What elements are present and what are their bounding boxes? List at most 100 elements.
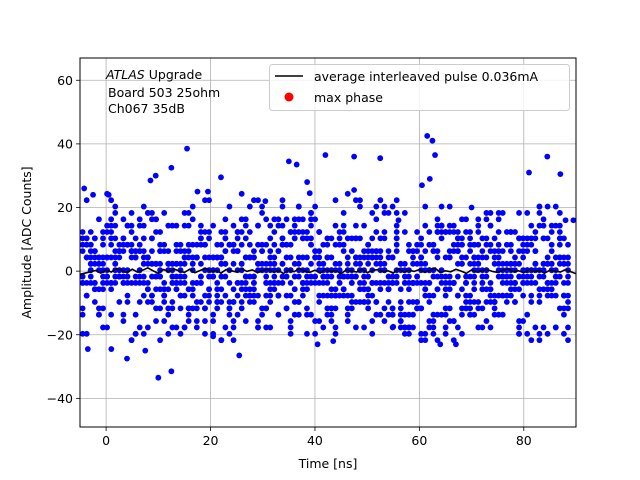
- scatter-point: [434, 216, 441, 223]
- scatter-point: [242, 273, 249, 280]
- scatter-point: [446, 254, 453, 261]
- scatter-point: [426, 324, 433, 331]
- scatter-point: [434, 337, 441, 344]
- scatter-point: [406, 286, 412, 293]
- scatter-point: [357, 197, 363, 204]
- scatter-point: [328, 292, 335, 299]
- scatter-point: [291, 311, 298, 318]
- scatter-point: [438, 311, 445, 318]
- scatter-point: [140, 280, 147, 286]
- scatter-point: [454, 229, 461, 235]
- scatter-point: [255, 324, 261, 331]
- scatter-point: [424, 133, 431, 139]
- scatter-point: [528, 337, 535, 344]
- scatter-point: [295, 260, 302, 267]
- scatter-point: [357, 299, 363, 305]
- scatter-point: [198, 260, 204, 267]
- scatter-point: [524, 330, 531, 337]
- scatter-point: [132, 235, 139, 242]
- scatter-point: [332, 222, 339, 229]
- scatter-point: [144, 286, 151, 293]
- scatter-point: [210, 333, 217, 340]
- annotation: ATLAS Upgrade Board 503 25ohm Ch067 35dB: [105, 67, 220, 116]
- scatter-point: [512, 299, 518, 305]
- scatter-point: [295, 216, 302, 223]
- scatter-point: [520, 248, 527, 254]
- scatter-point: [210, 311, 217, 318]
- scatter-point: [503, 260, 510, 267]
- scatter-point: [144, 280, 151, 286]
- scatter-point: [483, 210, 490, 216]
- scatter-point: [214, 299, 221, 305]
- scatter-point: [528, 241, 535, 248]
- scatter-point: [132, 273, 139, 280]
- scatter-point: [467, 311, 474, 318]
- scatter-point: [222, 216, 229, 223]
- scatter-point: [422, 286, 429, 293]
- scatter-point: [308, 222, 314, 229]
- scatter-point: [446, 280, 453, 286]
- scatter-point: [214, 305, 221, 312]
- scatter-point: [373, 254, 380, 261]
- scatter-point: [556, 210, 563, 216]
- scatter-point: [271, 260, 278, 267]
- scatter-point: [128, 210, 135, 216]
- scatter-point: [210, 254, 217, 261]
- scatter-point: [234, 248, 241, 254]
- scatter-point: [149, 292, 155, 299]
- scatter-point: [128, 254, 135, 261]
- scatter-point: [251, 292, 257, 299]
- scatter-point: [157, 273, 164, 280]
- scatter-point: [262, 198, 269, 205]
- y-tick-label: −20: [47, 327, 73, 342]
- scatter-point: [385, 248, 392, 254]
- scatter-point: [316, 260, 323, 267]
- scatter-point: [508, 292, 514, 299]
- scatter-point: [202, 197, 208, 204]
- scatter-point: [112, 235, 119, 242]
- scatter-point: [177, 260, 184, 267]
- scatter-point: [128, 229, 135, 235]
- scatter-point: [234, 280, 241, 286]
- scatter-point: [251, 280, 257, 286]
- scatter-point: [202, 254, 208, 261]
- scatter-point: [487, 241, 494, 248]
- scatter-point: [226, 330, 233, 337]
- scatter-point: [320, 260, 327, 267]
- scatter-point: [128, 337, 135, 344]
- scatter-point: [140, 273, 147, 280]
- scatter-point: [565, 324, 571, 331]
- scatter-point: [442, 280, 449, 286]
- scatter-point: [246, 273, 253, 280]
- scatter-point: [365, 299, 372, 305]
- scatter-point: [556, 222, 563, 229]
- scatter-point: [459, 216, 465, 223]
- scatter-point: [152, 172, 159, 179]
- scatter-point: [468, 204, 475, 211]
- scatter-point: [283, 241, 290, 248]
- scatter-point: [181, 280, 188, 286]
- scatter-point: [308, 241, 314, 248]
- scatter-point: [299, 280, 306, 286]
- scatter-point: [259, 311, 265, 318]
- scatter-point: [189, 216, 196, 223]
- scatter-point: [422, 222, 429, 229]
- scatter-point: [395, 217, 402, 224]
- scatter-point: [308, 280, 314, 286]
- scatter-point: [393, 241, 400, 248]
- scatter-point: [128, 248, 135, 254]
- scatter-point: [259, 210, 265, 216]
- scatter-point: [312, 254, 319, 261]
- scatter-point: [467, 229, 474, 235]
- scatter-point: [193, 280, 200, 286]
- scatter-point: [463, 229, 469, 235]
- scatter-point: [353, 324, 359, 331]
- scatter-point: [104, 222, 110, 229]
- scatter-point: [385, 286, 392, 293]
- scatter-point: [267, 260, 274, 267]
- scatter-point: [463, 216, 469, 223]
- scatter-point: [487, 286, 494, 293]
- scatter-point: [140, 235, 147, 242]
- scatter-point: [108, 229, 115, 235]
- scatter-point: [414, 241, 420, 248]
